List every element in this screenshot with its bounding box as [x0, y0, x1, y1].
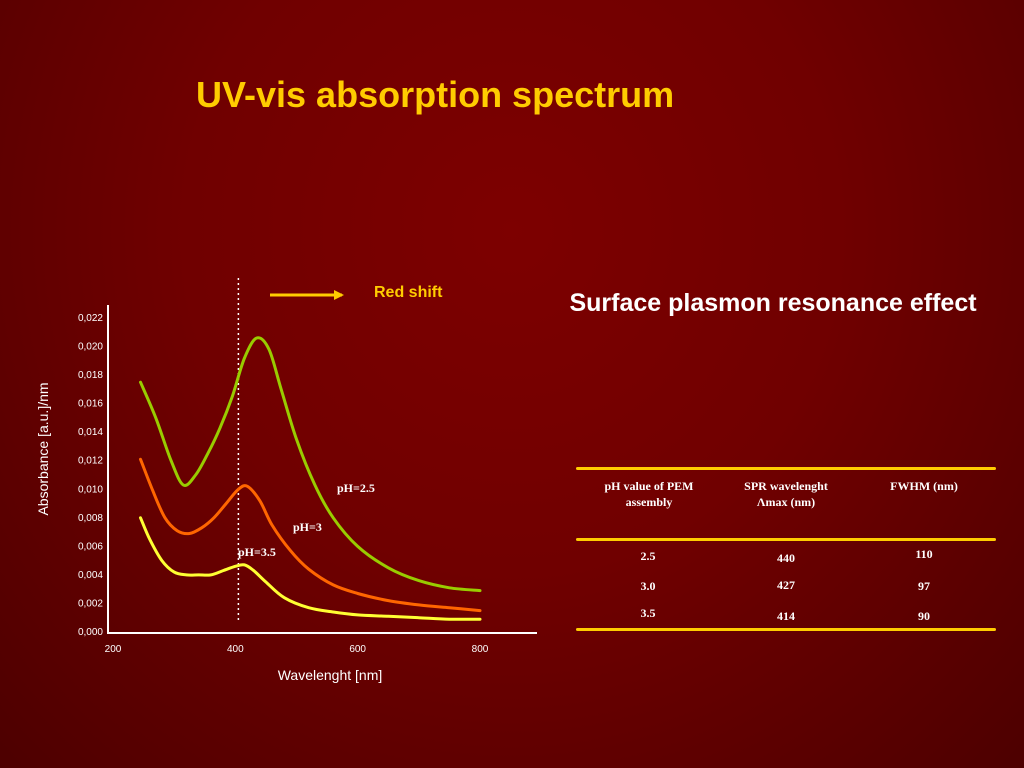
x-tick-label: 400	[227, 644, 244, 655]
y-tick-label: 0,018	[78, 370, 103, 381]
y-tick-labels: 0,000 0,002 0,004 0,006 0,008 0,010 0,012 0,014…	[78, 313, 103, 638]
series-labels: pH=2.5 pH=3 pH=3.5	[238, 481, 375, 559]
y-tick-label: 0,022	[78, 313, 103, 324]
y-tick-label: 0,008	[78, 513, 103, 524]
table-bottom-rule	[576, 628, 996, 631]
x-tick-label: 800	[472, 644, 489, 655]
table-top-rule	[576, 467, 996, 470]
x-tick-labels: 200 400 600 800	[105, 644, 489, 655]
table-header-rule	[576, 538, 996, 541]
series-label-3: pH=3.5	[238, 545, 276, 559]
table-header-fwhm: FWHM (nm)	[890, 479, 958, 493]
table-cell-row2-ph: 3.0	[640, 579, 656, 593]
table-header-ph: pH value of PEM assembly	[604, 479, 694, 509]
y-tick-label: 0,020	[78, 342, 103, 353]
table-cell-row3-spr: 414	[777, 609, 795, 623]
table-cell-row3-ph: 3.5	[640, 606, 656, 620]
table-cell-row2-spr: 427	[777, 578, 795, 592]
y-axis-label: Absorbance [a.u.]/nm	[35, 382, 51, 515]
table-cell-row3-fwhm: 90	[918, 609, 930, 623]
table-cell-row1-spr: 440	[777, 551, 795, 565]
y-tick-label: 0,000	[78, 627, 103, 638]
series-line-2	[139, 457, 482, 613]
table-cell-row2-fwhm: 97	[918, 579, 930, 593]
x-tick-label: 200	[105, 644, 122, 655]
y-tick-label: 0,014	[78, 427, 103, 438]
table-header-spr: SPR wavelenght Λmax (nm)	[744, 479, 828, 509]
series-label-2: pH=3	[293, 520, 322, 534]
red-shift-label: Red shift	[374, 284, 443, 301]
y-tick-label: 0,006	[78, 541, 103, 552]
series-label-1: pH=2.5	[337, 481, 375, 495]
spr-heading: Surface plasmon resonance effect	[569, 289, 977, 317]
table-cell-row1-fwhm: 110	[915, 547, 933, 561]
slide-title: UV-vis absorption spectrum	[196, 74, 675, 115]
y-tick-label: 0,012	[78, 456, 103, 467]
x-axis-label: Wavelenght [nm]	[278, 667, 383, 683]
x-tick-label: 600	[349, 644, 366, 655]
y-tick-label: 0,016	[78, 399, 103, 410]
table-cell-row1-ph: 2.5	[640, 549, 656, 563]
series-line-3	[139, 516, 482, 621]
series-line-1	[139, 336, 482, 593]
y-tick-label: 0,010	[78, 484, 103, 495]
y-tick-label: 0,004	[78, 570, 103, 581]
y-tick-label: 0,002	[78, 598, 103, 609]
series-lines	[139, 336, 482, 621]
